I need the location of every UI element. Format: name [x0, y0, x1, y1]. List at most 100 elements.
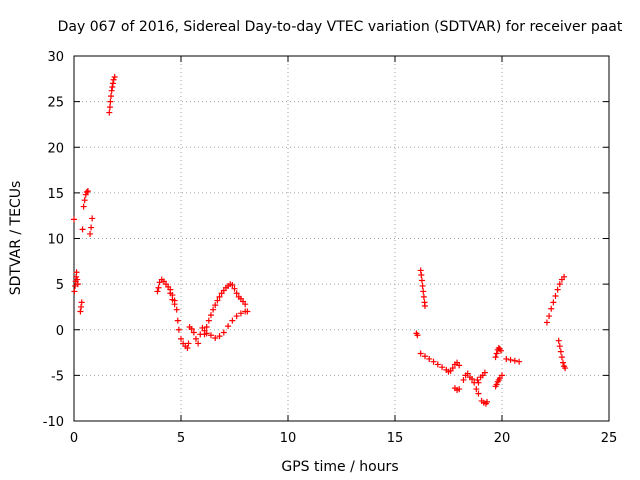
data-point — [210, 306, 217, 313]
data-point — [434, 361, 441, 368]
data-point — [507, 356, 514, 363]
data-point — [449, 365, 456, 372]
data-point — [80, 203, 87, 210]
data-point — [456, 362, 463, 369]
data-point — [216, 293, 223, 300]
data-point — [71, 216, 77, 223]
data-point — [420, 288, 427, 295]
data-point — [78, 299, 85, 306]
data-point — [111, 73, 118, 80]
data-point — [89, 215, 96, 222]
data-point — [175, 326, 182, 333]
data-point — [207, 312, 214, 319]
grid-lines — [74, 56, 609, 421]
data-point — [481, 369, 488, 376]
data-point — [420, 293, 427, 300]
y-tick-label: -5 — [51, 369, 64, 384]
data-point — [421, 303, 428, 310]
x-tick-label: 20 — [494, 431, 511, 446]
data-point — [419, 282, 426, 289]
data-point — [511, 357, 518, 364]
data-point — [556, 343, 563, 350]
data-point — [229, 282, 236, 289]
data-point — [417, 350, 424, 357]
data-point — [108, 87, 115, 94]
data-point — [77, 308, 84, 315]
data-series-sdtvar — [71, 73, 569, 407]
data-point — [78, 303, 85, 310]
y-tick-label: 0 — [56, 324, 64, 339]
data-point — [229, 317, 236, 324]
data-point — [106, 109, 113, 116]
data-point — [557, 348, 564, 355]
y-tick-label: 5 — [56, 278, 64, 293]
data-point — [242, 301, 249, 308]
x-tick-label: 0 — [70, 431, 78, 446]
y-tick-label: 30 — [47, 50, 64, 65]
data-point — [109, 80, 116, 87]
data-point — [107, 98, 114, 105]
data-point — [484, 398, 491, 405]
data-point — [154, 288, 161, 295]
data-point — [174, 317, 181, 324]
data-point — [173, 306, 180, 313]
data-point — [418, 272, 425, 278]
x-tick-label: 15 — [387, 431, 404, 446]
data-point — [81, 197, 88, 204]
chart-title: Day 067 of 2016, Sidereal Day-to-day VTE… — [58, 19, 623, 35]
data-point — [185, 340, 192, 347]
axis-ticks: 0 5 10 15 20 25 -10 -5 0 5 10 15 20 25 30 — [43, 50, 618, 446]
data-point — [79, 226, 86, 233]
y-tick-label: -10 — [43, 415, 64, 430]
data-point — [554, 286, 561, 293]
data-point — [421, 353, 428, 360]
y-tick-label: 20 — [47, 141, 64, 156]
data-point — [475, 379, 482, 386]
data-point — [233, 313, 240, 320]
y-tick-label: 15 — [47, 187, 64, 202]
data-point — [233, 290, 240, 297]
data-point — [430, 358, 437, 365]
data-point — [190, 329, 197, 336]
data-point — [225, 323, 232, 330]
data-point — [87, 230, 94, 237]
data-point — [473, 386, 480, 393]
data-point — [561, 273, 568, 280]
data-point — [192, 335, 199, 342]
data-point — [469, 376, 476, 383]
data-point — [558, 354, 565, 361]
data-point — [203, 324, 210, 331]
data-point — [82, 191, 89, 198]
data-point — [188, 325, 195, 332]
data-point — [109, 84, 116, 91]
data-point — [497, 347, 504, 354]
data-point — [244, 308, 251, 315]
data-point — [106, 104, 113, 111]
data-point — [108, 93, 115, 100]
data-point — [201, 331, 208, 338]
data-point — [474, 376, 481, 383]
data-point — [155, 284, 162, 291]
data-point — [71, 288, 78, 295]
data-point — [231, 285, 238, 292]
data-point — [556, 281, 563, 288]
data-point — [167, 290, 174, 297]
data-point — [552, 292, 559, 299]
data-point — [464, 370, 471, 377]
data-point — [493, 350, 500, 357]
data-point — [426, 355, 433, 362]
data-point — [503, 355, 510, 362]
data-point — [439, 364, 446, 371]
data-point — [205, 317, 212, 324]
data-point — [548, 305, 555, 312]
data-point — [456, 386, 463, 393]
data-point — [88, 224, 95, 231]
data-point — [237, 310, 244, 317]
data-point — [550, 299, 557, 306]
data-point — [171, 301, 178, 308]
y-tick-label: 25 — [47, 96, 64, 111]
data-point — [475, 390, 482, 397]
data-point — [212, 334, 219, 341]
data-point — [212, 302, 219, 309]
